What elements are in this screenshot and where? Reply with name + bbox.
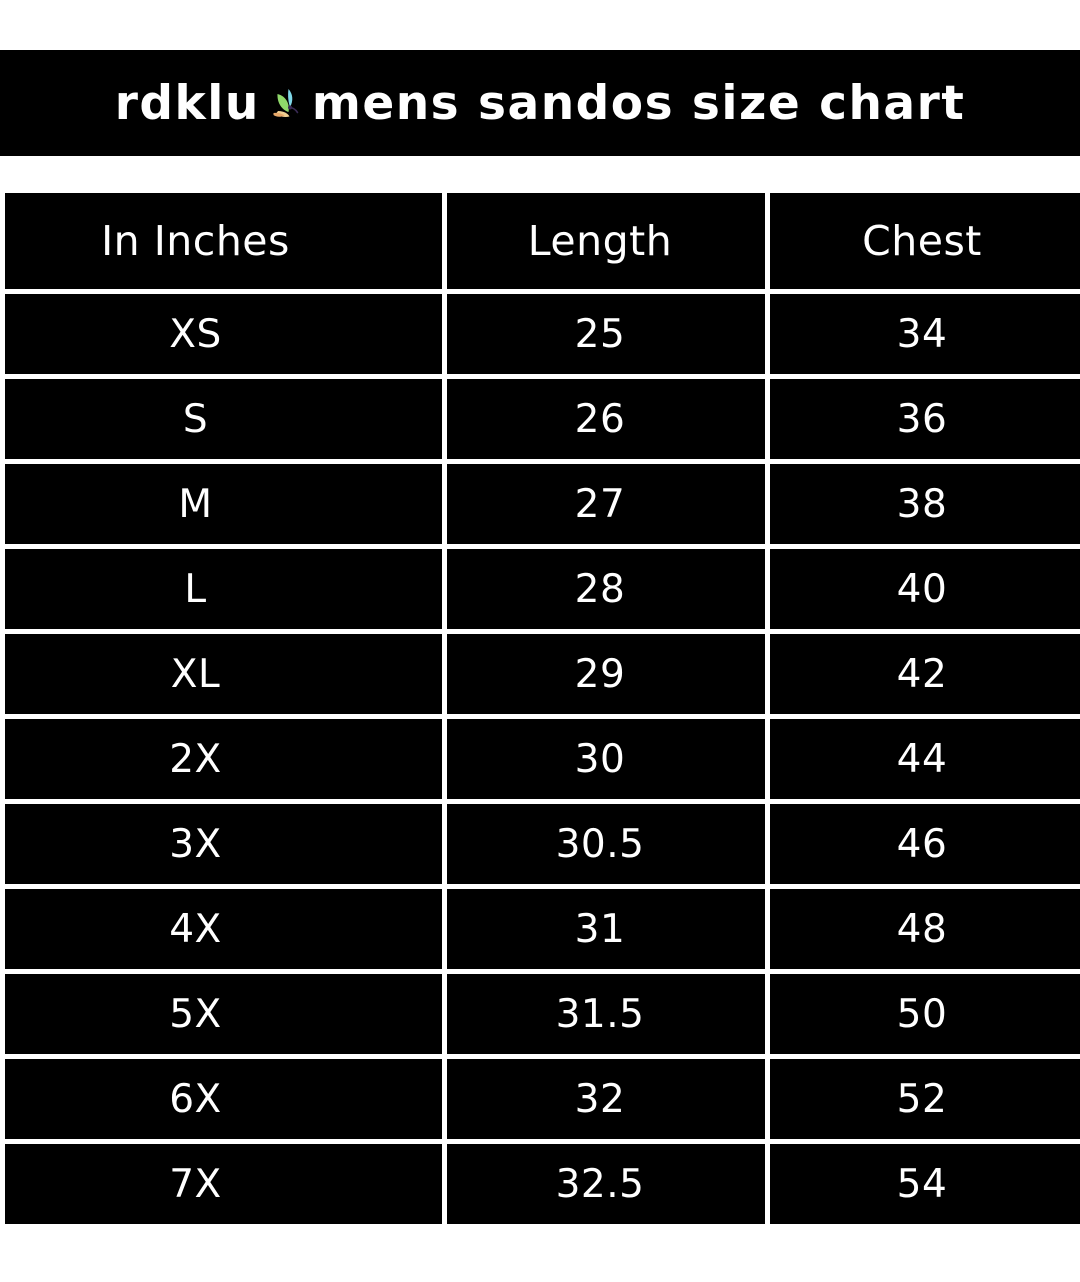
cell-length: 31 — [447, 889, 765, 969]
cell-size: L — [5, 549, 442, 629]
table-row: 2X 30 44 — [5, 719, 1080, 799]
table-row: 4X 31 48 — [5, 889, 1080, 969]
cell-chest: 48 — [770, 889, 1080, 969]
table-row: 7X 32.5 54 — [5, 1144, 1080, 1224]
table-row: L 28 40 — [5, 549, 1080, 629]
butterfly-icon — [268, 86, 302, 126]
table-header-row: In Inches Length Chest — [5, 193, 1080, 289]
size-chart-table: In Inches Length Chest XS 25 34 S 26 36 … — [0, 188, 1080, 1229]
cell-chest: 38 — [770, 464, 1080, 544]
cell-length: 26 — [447, 379, 765, 459]
cell-size: XS — [5, 294, 442, 374]
cell-length: 30 — [447, 719, 765, 799]
cell-size: 7X — [5, 1144, 442, 1224]
cell-size: S — [5, 379, 442, 459]
cell-chest: 54 — [770, 1144, 1080, 1224]
cell-chest: 46 — [770, 804, 1080, 884]
cell-length: 32.5 — [447, 1144, 765, 1224]
cell-size: 2X — [5, 719, 442, 799]
table-row: 6X 32 52 — [5, 1059, 1080, 1139]
page-title: rdklu mens sandos size chart — [115, 80, 966, 127]
cell-chest: 34 — [770, 294, 1080, 374]
table-row: M 27 38 — [5, 464, 1080, 544]
column-header-chest: Chest — [770, 193, 1080, 289]
brand-name: rdklu — [114, 75, 260, 131]
cell-chest: 42 — [770, 634, 1080, 714]
cell-chest: 40 — [770, 549, 1080, 629]
cell-size: 3X — [5, 804, 442, 884]
cell-size: 4X — [5, 889, 442, 969]
cell-length: 25 — [447, 294, 765, 374]
cell-length: 28 — [447, 549, 765, 629]
table-row: XS 25 34 — [5, 294, 1080, 374]
cell-chest: 44 — [770, 719, 1080, 799]
cell-chest: 50 — [770, 974, 1080, 1054]
column-header-length: Length — [447, 193, 765, 289]
cell-length: 32 — [447, 1059, 765, 1139]
title-rest: mens sandos size chart — [311, 75, 966, 131]
table-row: S 26 36 — [5, 379, 1080, 459]
cell-chest: 52 — [770, 1059, 1080, 1139]
title-banner: rdklu mens sandos size chart — [0, 50, 1080, 156]
cell-chest: 36 — [770, 379, 1080, 459]
cell-length: 29 — [447, 634, 765, 714]
cell-length: 27 — [447, 464, 765, 544]
column-header-in-inches: In Inches — [5, 193, 442, 289]
cell-length: 30.5 — [447, 804, 765, 884]
table-row: 3X 30.5 46 — [5, 804, 1080, 884]
cell-length: 31.5 — [447, 974, 765, 1054]
table-row: 5X 31.5 50 — [5, 974, 1080, 1054]
cell-size: M — [5, 464, 442, 544]
table-row: XL 29 42 — [5, 634, 1080, 714]
cell-size: 5X — [5, 974, 442, 1054]
cell-size: 6X — [5, 1059, 442, 1139]
cell-size: XL — [5, 634, 442, 714]
